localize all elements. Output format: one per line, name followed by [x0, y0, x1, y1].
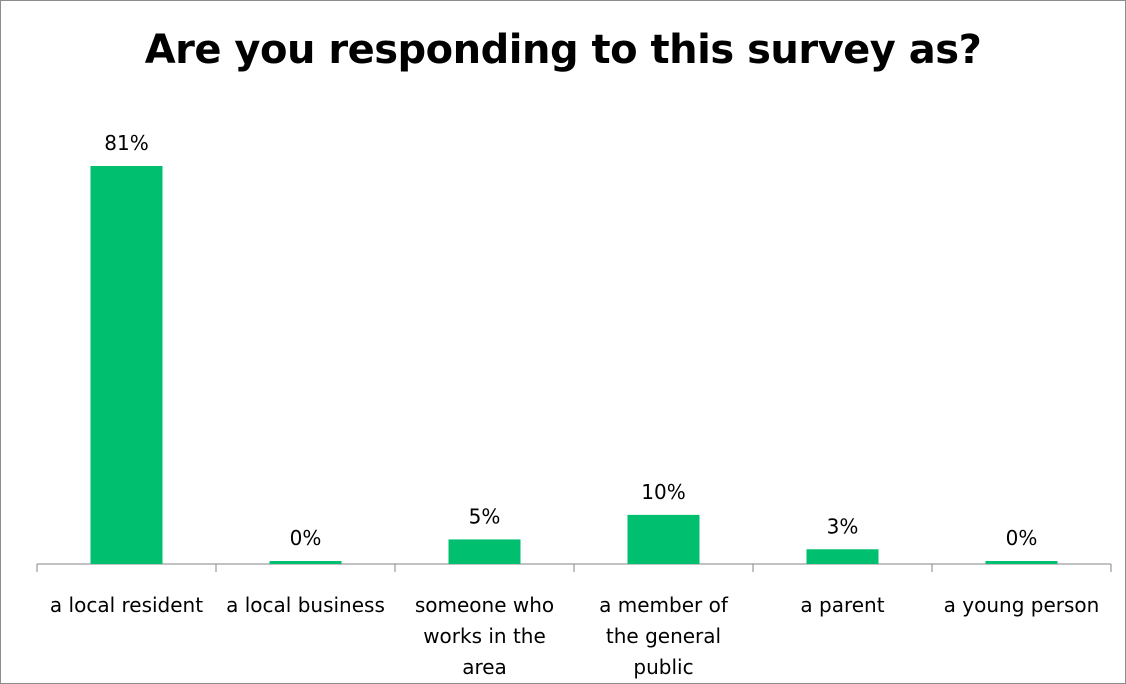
x-tick-label: someone who [415, 593, 554, 617]
x-tick-label: works in the [423, 624, 546, 648]
x-tick-label: a local business [226, 593, 385, 617]
data-label: 0% [290, 526, 322, 550]
chart-title: Are you responding to this survey as? [144, 27, 982, 73]
x-tick-label: the general [606, 624, 721, 648]
x-tick-label: a local resident [50, 593, 203, 617]
data-label: 5% [469, 504, 501, 528]
x-tick-label: area [462, 655, 507, 679]
data-label: 81% [104, 131, 148, 155]
bar [985, 561, 1058, 564]
bar [448, 539, 521, 564]
bar [269, 561, 342, 564]
x-tick-label: public [633, 655, 693, 679]
bar [627, 514, 700, 564]
x-tick-label: a member of [599, 593, 729, 617]
data-label: 3% [827, 514, 859, 538]
data-label: 10% [641, 480, 685, 504]
x-tick-label: a parent [800, 593, 884, 617]
bar [90, 166, 163, 564]
bar [806, 549, 879, 564]
data-label: 0% [1006, 526, 1038, 550]
x-tick-label: a young person [944, 593, 1100, 617]
